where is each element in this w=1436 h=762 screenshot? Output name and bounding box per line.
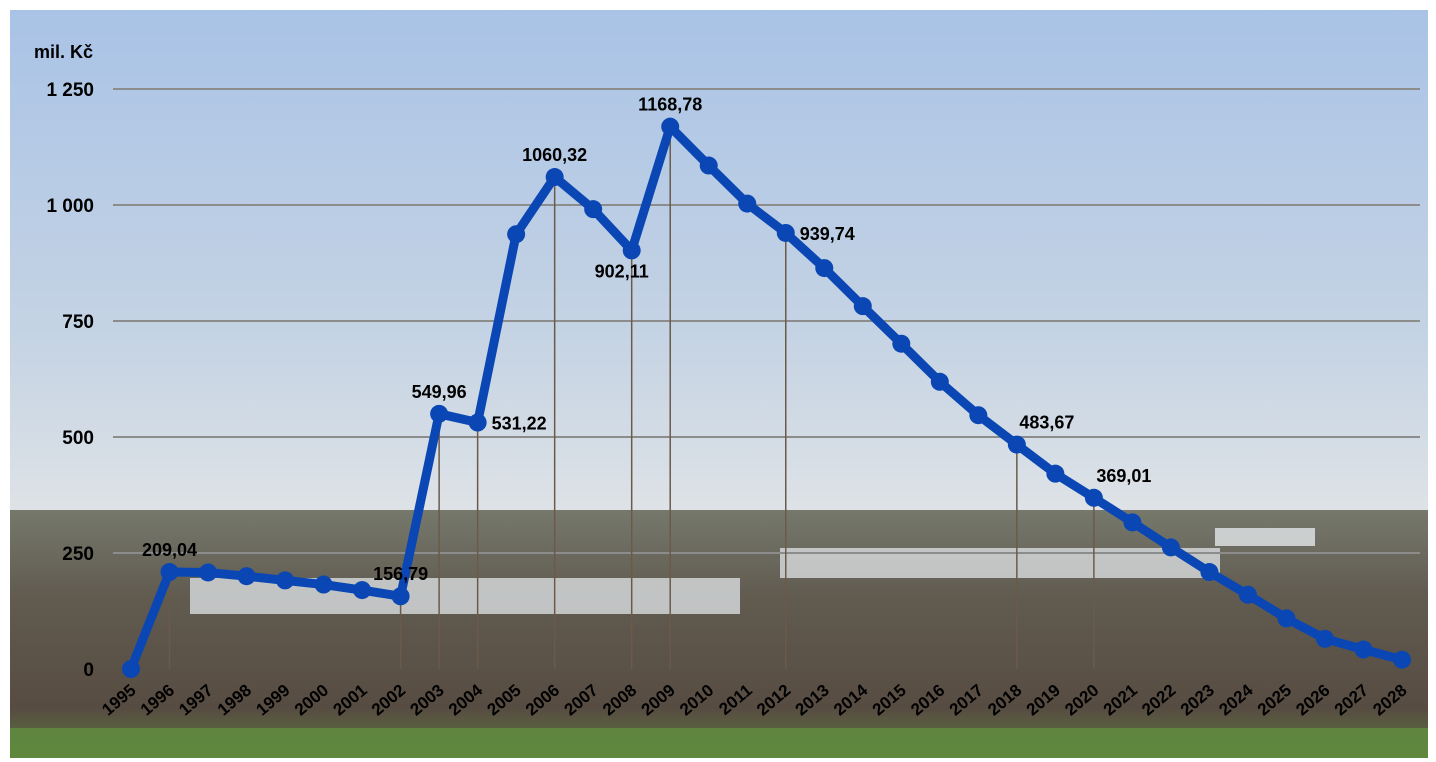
y-tick-label: 500 (62, 428, 94, 449)
data-point (545, 168, 564, 187)
y-tick-label: 0 (83, 660, 94, 681)
data-point (1277, 609, 1296, 628)
data-point (468, 413, 487, 432)
y-axis-ticks: 0 250 500 750 1 000 1 250 (46, 80, 94, 681)
data-label: 1168,78 (638, 95, 702, 115)
data-point (122, 660, 140, 678)
series (122, 117, 1411, 678)
y-tick-label: 750 (62, 312, 94, 333)
data-point (622, 241, 641, 260)
data-point (353, 581, 372, 600)
data-label: 483,67 (1019, 413, 1074, 433)
series-line (126, 122, 1407, 674)
data-point (969, 406, 988, 425)
data-point (1007, 435, 1026, 454)
data-point (584, 200, 603, 219)
data-label: 209,04 (142, 540, 197, 560)
data-point (1393, 650, 1411, 669)
data-point (738, 194, 757, 213)
data-point (237, 567, 256, 586)
factory-building (1215, 528, 1315, 546)
data-label: 1060,32 (522, 145, 587, 165)
y-tick-label: 1 250 (46, 80, 94, 101)
data-point (699, 156, 718, 175)
data-point (892, 334, 911, 353)
data-point (1161, 538, 1180, 557)
y-tick-label: 1 000 (46, 196, 94, 217)
y-axis-unit-label: mil. Kč (34, 42, 93, 62)
data-point (276, 571, 295, 590)
data-label: 156,79 (373, 564, 428, 584)
data-point (1200, 563, 1219, 582)
gridlines (113, 88, 1420, 554)
data-label: 549,96 (412, 382, 467, 402)
data-point (1315, 629, 1334, 648)
data-point (853, 297, 872, 316)
data-point (930, 372, 949, 391)
data-point (1084, 488, 1103, 507)
data-point (776, 223, 795, 242)
y-tick-label: 250 (62, 544, 94, 565)
data-point (199, 563, 218, 582)
data-label: 369,01 (1096, 466, 1151, 486)
data-labels: 209,04 156,79 549,96 531,22 1060,32 902,11 116… (142, 95, 1151, 585)
data-point (430, 404, 449, 423)
data-point (1123, 513, 1142, 532)
grass-strip (10, 728, 1428, 758)
data-label: 531,22 (492, 414, 547, 434)
data-label: 939,74 (800, 224, 855, 244)
data-point (391, 587, 410, 606)
data-point (507, 225, 526, 244)
data-point (661, 117, 680, 136)
data-point (314, 575, 333, 594)
drop-lines (168, 126, 1095, 669)
data-label: 902,11 (595, 261, 649, 281)
data-point (1238, 585, 1257, 604)
data-point (815, 259, 834, 278)
data-point (160, 563, 179, 582)
photo-background (10, 10, 1428, 758)
data-point (1046, 464, 1065, 483)
field (10, 510, 1428, 758)
data-point (1354, 640, 1373, 659)
